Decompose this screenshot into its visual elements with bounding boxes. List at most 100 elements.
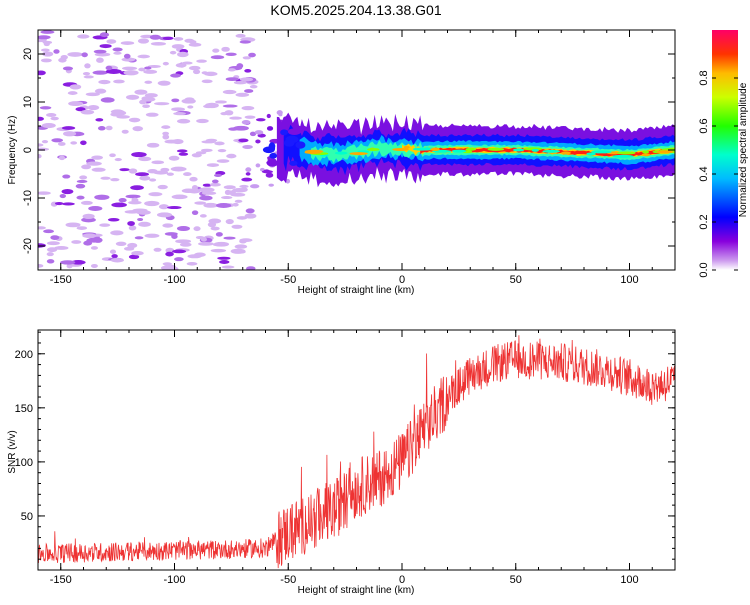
noise-speck — [245, 208, 255, 214]
noise-speck — [224, 110, 234, 116]
noise-speck — [239, 40, 251, 44]
noise-speck — [255, 118, 266, 122]
colorbar-tick-label: 0.0 — [698, 262, 710, 277]
noise-speck — [213, 241, 230, 247]
ridge-patch — [641, 153, 651, 157]
noise-speck — [61, 126, 76, 130]
noise-speck — [134, 89, 148, 95]
noise-speck — [171, 107, 186, 112]
noise-speck — [171, 98, 180, 103]
noise-speck — [214, 173, 222, 177]
noise-speck — [188, 42, 202, 47]
noise-speck — [67, 52, 83, 57]
noise-speck — [162, 61, 169, 66]
noise-speck — [234, 244, 248, 249]
noise-speck — [158, 204, 169, 210]
noise-speck — [168, 155, 180, 161]
noise-speck — [75, 107, 86, 112]
noise-speck — [38, 116, 44, 121]
noise-speck — [111, 254, 118, 259]
noise-speck — [239, 239, 247, 244]
colorbar-tick-label: 0.2 — [698, 214, 710, 229]
noise-speck — [162, 223, 174, 228]
noise-speck — [38, 35, 51, 40]
noise-speck — [231, 224, 243, 229]
colorbar: 0.0 0.2 0.4 0.6 0.8 Normalized spectral ampl… — [698, 30, 749, 278]
noise-speck — [87, 105, 100, 111]
noise-speck — [125, 94, 140, 100]
noise-speck — [217, 149, 227, 153]
noise-speck — [99, 223, 111, 227]
noise-speck — [221, 46, 230, 52]
noise-speck — [216, 203, 232, 209]
noise-speck — [222, 104, 238, 108]
noise-speck — [191, 153, 202, 158]
ridge-blob — [289, 160, 298, 166]
noise-speck — [225, 218, 234, 225]
noise-speck — [188, 65, 201, 71]
spectrogram-y-tick-label: 10 — [22, 96, 34, 108]
snr-y-tick-label: 100 — [15, 457, 33, 469]
noise-speck — [239, 77, 254, 82]
noise-speck — [139, 99, 147, 105]
noise-speck — [191, 184, 198, 191]
noise-speck — [257, 133, 266, 138]
spectrogram-x-tick-label: 50 — [510, 274, 522, 286]
ridge-patch — [349, 152, 368, 156]
snr-x-tick-label: 50 — [510, 574, 522, 586]
noise-speck — [116, 115, 130, 119]
noise-speck — [61, 202, 75, 206]
noise-speck — [41, 140, 49, 144]
noise-speck — [196, 118, 209, 124]
spectrogram-y-tick-label: -10 — [22, 190, 34, 206]
noise-speck — [156, 212, 172, 218]
ridge-patch — [304, 150, 322, 154]
noise-speck — [208, 218, 222, 224]
noise-speck — [143, 69, 158, 74]
noise-speck — [50, 116, 59, 121]
noise-speck — [71, 240, 82, 244]
noise-speck — [41, 48, 50, 52]
noise-speck — [187, 105, 194, 109]
noise-speck — [100, 176, 111, 180]
noise-speck — [58, 155, 66, 161]
noise-speck — [70, 260, 86, 265]
colorbar-tick-label: 0.4 — [698, 166, 710, 181]
spectrogram-x-tick-label: -150 — [50, 274, 72, 286]
noise-speck — [40, 30, 55, 34]
noise-speck — [241, 177, 253, 182]
noise-speck — [170, 166, 187, 172]
noise-speck — [128, 225, 137, 231]
noise-speck — [199, 214, 207, 218]
noise-speck — [93, 49, 107, 54]
noise-speck — [255, 139, 261, 144]
spectrogram-y-tick-label: 20 — [22, 48, 34, 60]
noise-speck — [211, 179, 219, 184]
noise-speck — [198, 241, 214, 246]
noise-speck — [162, 134, 170, 140]
noise-speck — [236, 63, 244, 69]
spectrogram-y-tick-label: -20 — [22, 238, 34, 254]
noise-speck — [119, 168, 130, 172]
noise-speck — [105, 69, 122, 74]
noise-speck — [202, 183, 212, 187]
noise-speck — [210, 248, 227, 253]
noise-speck — [234, 199, 243, 203]
noise-speck — [57, 141, 66, 146]
noise-speck — [62, 174, 71, 179]
noise-speck — [244, 89, 254, 93]
noise-speck — [61, 188, 74, 195]
noise-speck — [111, 202, 127, 208]
noise-speck — [113, 51, 122, 55]
noise-speck — [40, 58, 52, 63]
spectrogram-x-tick-label: -100 — [163, 274, 185, 286]
noise-speck — [90, 263, 98, 269]
noise-speck — [179, 242, 192, 247]
noise-speck — [144, 80, 153, 84]
noise-speck — [249, 85, 258, 89]
noise-speck — [210, 55, 225, 60]
noise-speck — [183, 172, 192, 177]
noise-speck — [81, 164, 92, 170]
noise-speck — [107, 218, 120, 222]
